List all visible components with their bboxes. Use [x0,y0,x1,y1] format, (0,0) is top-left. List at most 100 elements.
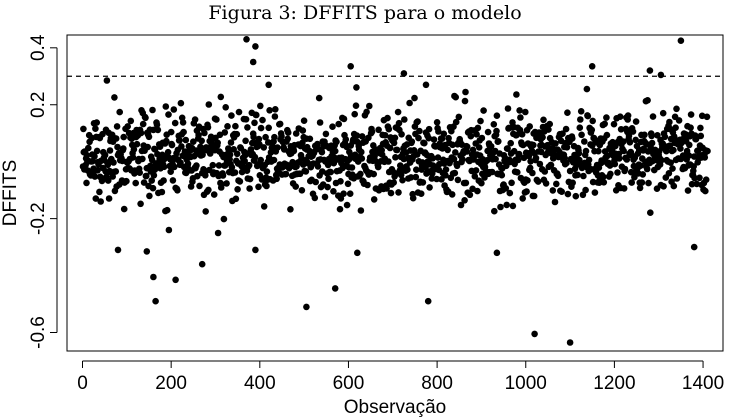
data-point [463,148,471,155]
data-point [92,195,100,202]
data-point [287,206,294,213]
data-point [383,185,390,192]
data-point [105,195,113,202]
data-point [168,141,176,149]
data-point [120,133,127,141]
data-point [559,130,566,137]
data-point [153,121,161,129]
data-point [165,111,172,118]
data-point [113,123,121,130]
data-point [449,141,456,149]
data-point [685,152,693,159]
data-point [241,157,248,165]
data-point [703,113,711,121]
data-point [504,145,511,152]
data-point [97,198,104,205]
data-point [424,297,432,305]
data-point [139,120,147,128]
data-point [199,151,206,159]
data-point [425,134,433,142]
data-point [585,156,593,164]
data-point [218,181,225,188]
data-point [103,77,111,84]
data-point [80,125,87,133]
data-point [282,170,290,178]
data-point [603,131,611,139]
data-point [433,119,441,126]
data-point [697,124,704,132]
data-point [91,173,99,180]
x-axis: 0 200 400 600 800 1000 1200 1400 [77,360,724,394]
data-point [614,169,621,176]
data-point [184,160,192,167]
data-point [696,174,703,182]
data-point [265,124,273,132]
data-point [386,144,394,152]
data-point [353,84,360,91]
data-point [271,133,278,141]
data-point [584,112,592,120]
data-point [620,138,627,145]
data-point [578,131,585,139]
data-point [515,150,523,158]
data-point [673,105,680,113]
data-point [610,120,618,128]
data-point [252,43,259,50]
data-point [401,116,408,123]
data-point [583,85,591,93]
data-point [455,113,463,121]
data-point [497,203,504,211]
data-point [493,249,501,257]
y-axis-label: DFFITS [0,160,21,227]
data-point [370,170,378,178]
data-point [551,198,559,206]
data-point [331,147,339,155]
data-point [278,132,285,140]
data-point [263,182,270,190]
data-point [143,172,150,180]
data-point [179,119,187,126]
data-point [158,188,166,196]
data-point [687,111,695,118]
data-point [114,143,121,151]
data-point [316,119,324,126]
data-point [434,154,442,161]
data-point [251,119,258,127]
data-point [249,58,257,66]
data-point [374,163,382,171]
data-point [451,169,459,177]
data-point [142,114,149,122]
data-point [112,135,120,142]
data-point [639,171,647,178]
data-point [616,113,624,120]
data-point [144,143,151,151]
data-point [180,128,187,136]
data-point [232,195,240,203]
data-point [191,116,199,123]
data-point [549,187,557,194]
data-point [93,119,100,126]
data-point [357,170,364,178]
data-point [370,196,378,203]
data-point [257,102,264,110]
data-point [411,94,418,102]
data-point [165,226,173,234]
data-point [303,303,310,311]
data-point [351,110,359,118]
data-point [230,146,237,153]
data-point [632,118,640,125]
data-point [260,144,268,151]
data-point [246,185,253,192]
data-point [513,131,521,139]
data-point [475,144,483,151]
data-point [624,112,632,119]
data-point [575,150,583,157]
data-point [104,177,112,184]
data-point [442,172,449,179]
data-point [272,106,279,113]
data-point [487,143,495,150]
data-point [234,186,241,193]
data-point [216,131,224,139]
data-point [564,109,571,116]
